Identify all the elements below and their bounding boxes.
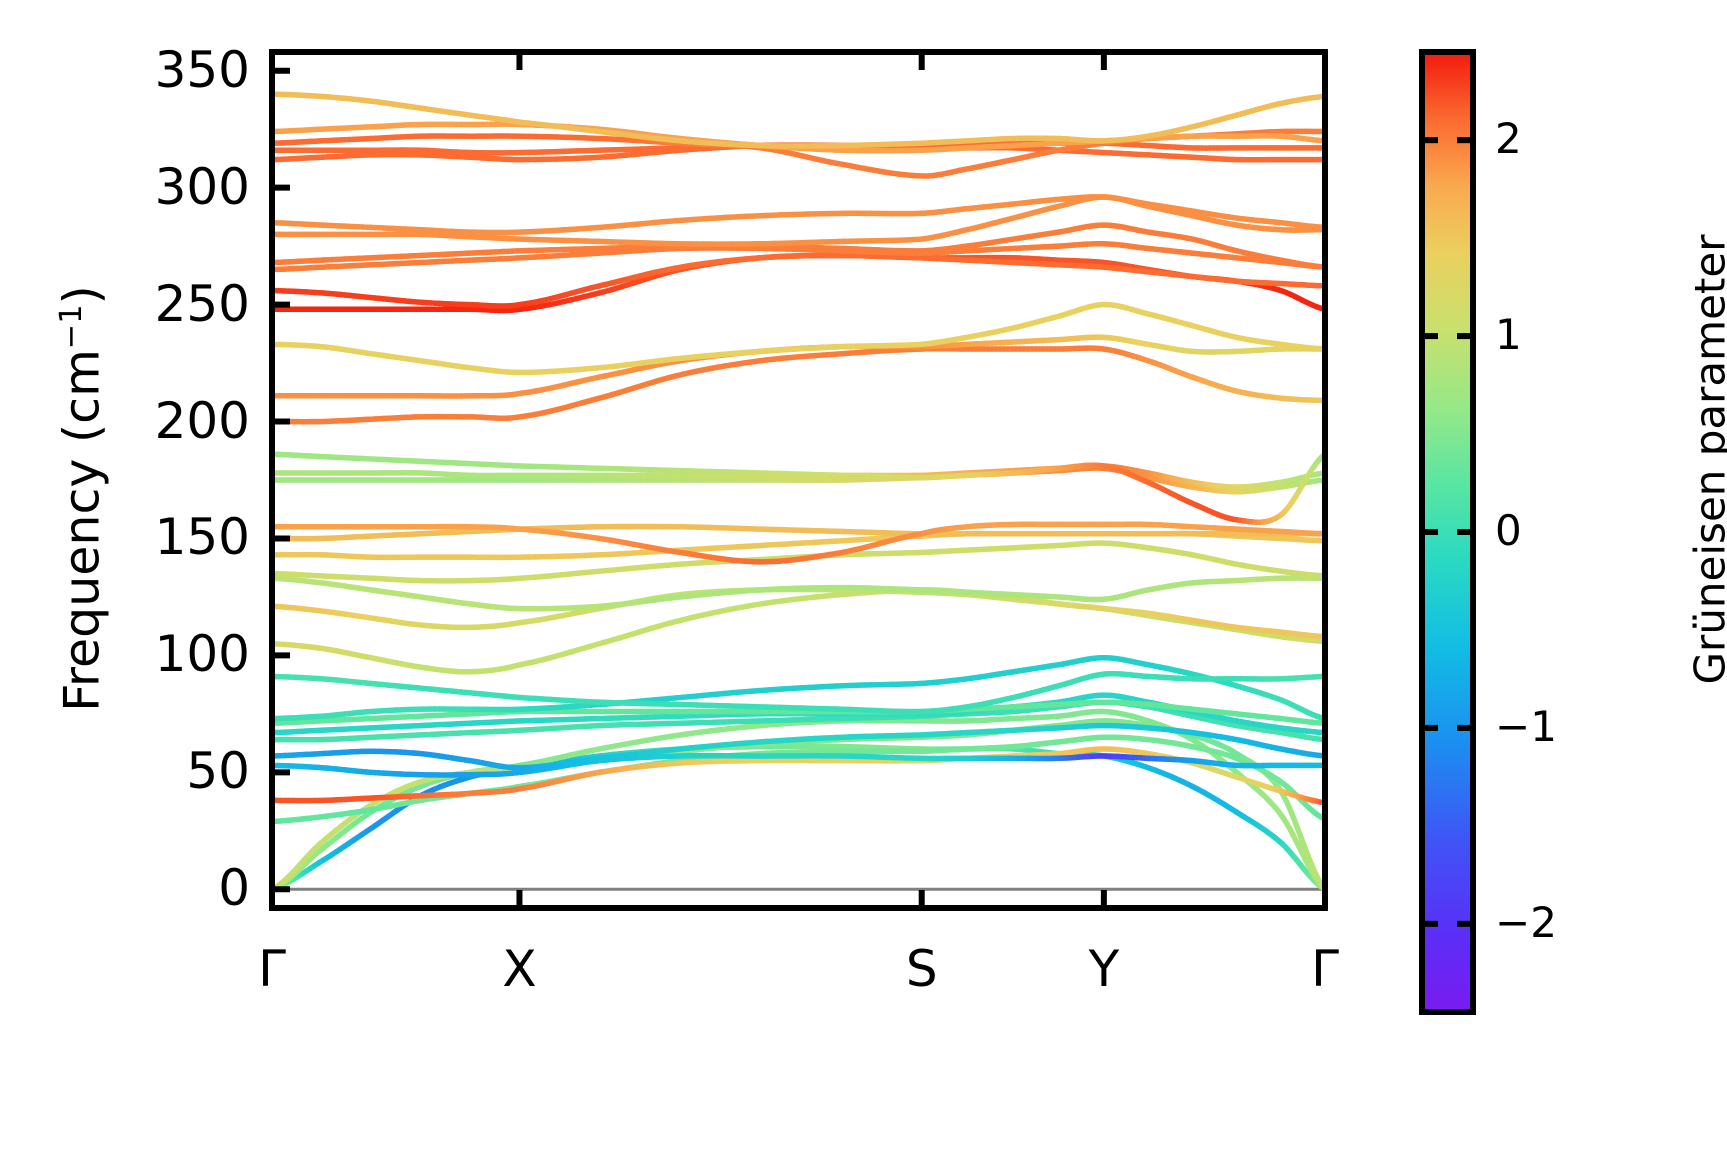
y-tick-label: 150 — [154, 508, 250, 567]
y-tick-label: 300 — [154, 157, 250, 216]
colorbar-tick-label: 2 — [1495, 114, 1522, 164]
x-tick-label: X — [502, 940, 537, 998]
y-tick-label: 200 — [154, 391, 250, 450]
band-curves — [269, 91, 1328, 893]
y-tick-label: 250 — [154, 274, 250, 333]
x-tick-label: S — [905, 940, 938, 998]
x-tick-label: Y — [1088, 940, 1120, 998]
x-tick-label: Γ — [1311, 940, 1339, 998]
y-tick-label: 50 — [186, 742, 250, 801]
y-tick-label: 100 — [154, 625, 250, 684]
colorbar-tick-label: −1 — [1495, 701, 1557, 751]
colorbar-tick-label: −2 — [1495, 897, 1557, 947]
x-tick-label: Γ — [258, 940, 286, 998]
y-tick-label: 350 — [154, 40, 250, 99]
y-tick-label: 0 — [218, 859, 250, 918]
colorbar-tick-label: 1 — [1495, 310, 1522, 360]
colorbar-tick-label: 0 — [1495, 506, 1522, 555]
